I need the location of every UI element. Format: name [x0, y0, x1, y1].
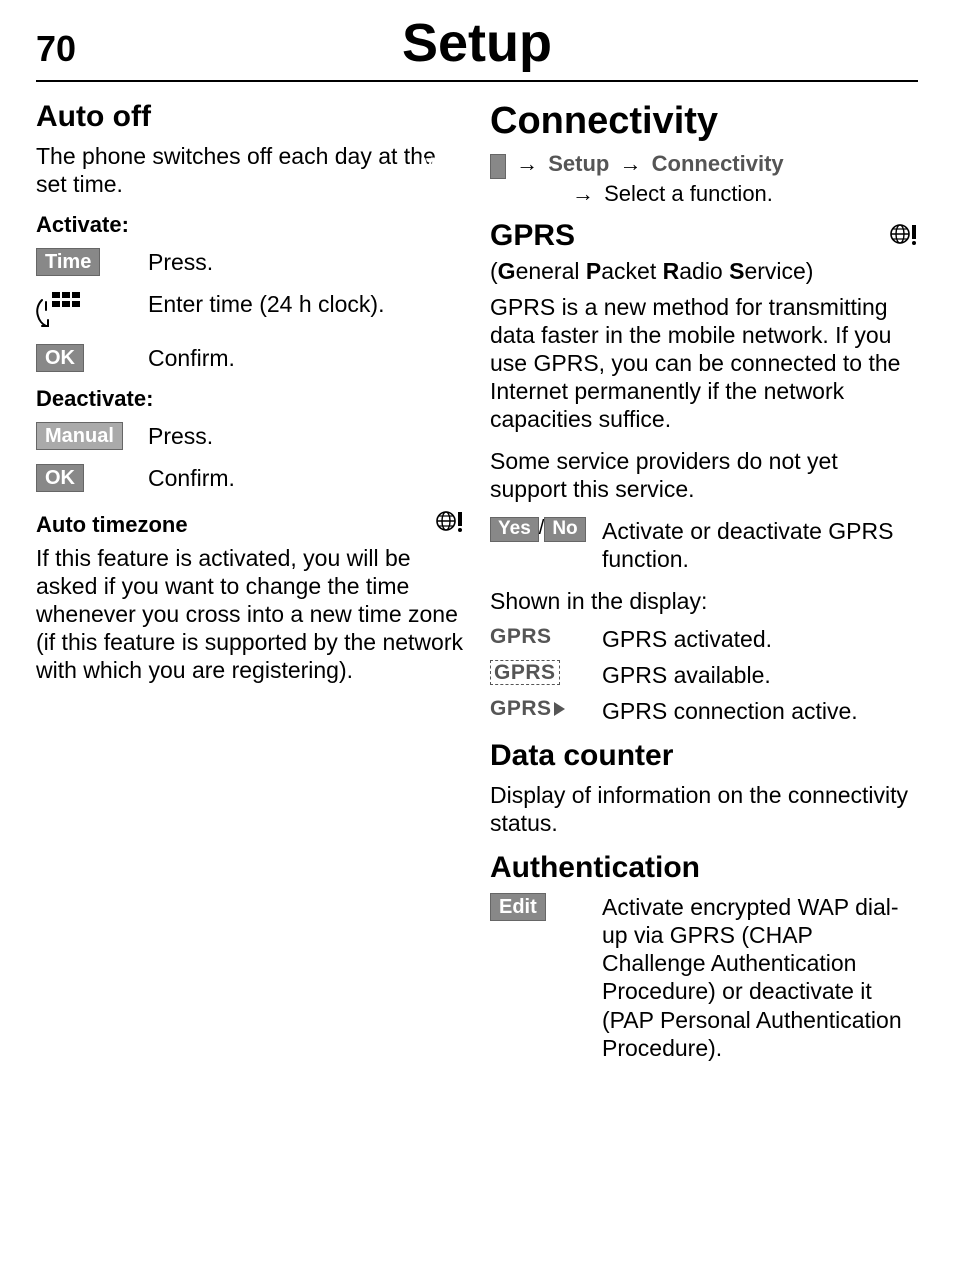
arrow-icon: →	[516, 151, 538, 176]
manual-row: Manual Press.	[36, 422, 464, 450]
gprs-rest1: eneral	[516, 258, 586, 284]
auto-off-desc: The phone switches off each day at the s…	[36, 142, 464, 198]
gprs-desc2: Some service providers do not yet suppor…	[490, 447, 918, 503]
gprs-heading: GPRS	[490, 219, 575, 253]
gprs-heading-row: GPRS	[490, 219, 918, 257]
manual-val: Press.	[148, 422, 464, 450]
keypad-icon	[36, 290, 148, 330]
ok2-key: OK	[36, 464, 148, 492]
edit-softkey: Edit	[490, 893, 546, 921]
arrow-icon: →	[572, 181, 594, 206]
auto-off-heading: Auto off	[36, 100, 464, 134]
gprs-rest2: acket	[601, 258, 662, 284]
paren-open: (	[490, 258, 498, 284]
ok-key: OK	[36, 344, 148, 372]
ok-row: OK Confirm.	[36, 344, 464, 372]
time-softkey: Time	[36, 248, 100, 276]
gprs-g: G	[498, 258, 516, 284]
yesno-key: Yes/No	[490, 517, 602, 542]
ok2-val: Confirm.	[148, 464, 464, 492]
right-column: Connectivity Menu → Setup → Connectivity…	[490, 100, 918, 1076]
gprs-expansion: (General Packet Radio Service)	[490, 257, 918, 285]
yes-softkey: Yes	[490, 517, 539, 542]
no-softkey: No	[544, 517, 585, 542]
ok2-softkey: OK	[36, 464, 84, 492]
play-icon	[554, 702, 565, 716]
page-header: 70 Setup	[36, 12, 918, 82]
gprs-activated-row: GPRS GPRS activated.	[490, 625, 918, 653]
gprs-active-row: GPRS GPRS connection active.	[490, 697, 918, 725]
edit-val: Activate encrypted WAP dial-up via GPRS …	[602, 893, 918, 1061]
nav-connectivity: Connectivity	[652, 151, 784, 176]
auto-tz-heading-row: Auto timezone	[36, 506, 464, 540]
gprs-r: R	[663, 258, 680, 284]
ok-val: Confirm.	[148, 344, 464, 372]
yesno-row: Yes/No Activate or deactivate GPRS funct…	[490, 517, 918, 573]
gprs-rest3: adio	[679, 258, 729, 284]
auto-tz-desc: If this feature is activated, you will b…	[36, 544, 464, 684]
activate-label: Activate:	[36, 212, 464, 238]
edit-key: Edit	[490, 893, 602, 921]
gprs-active-val: GPRS connection active.	[602, 697, 918, 725]
network-icon	[890, 223, 918, 251]
manual-softkey: Manual	[36, 422, 123, 450]
gprs-token-dashed: GPRS	[490, 660, 560, 685]
ok-softkey: OK	[36, 344, 84, 372]
page-title: Setup	[36, 12, 918, 74]
connectivity-heading: Connectivity	[490, 100, 918, 143]
menu-softkey: Menu	[490, 154, 506, 179]
time-val: Press.	[148, 248, 464, 276]
gprs-rest4: ervice)	[744, 258, 813, 284]
manual-key: Manual	[36, 422, 148, 450]
nav-select: Select a function.	[604, 181, 773, 206]
arrow-icon: →	[620, 151, 642, 176]
auto-tz-heading: Auto timezone	[36, 512, 188, 538]
yesno-val: Activate or deactivate GPRS function.	[602, 517, 918, 573]
auth-edit-row: Edit Activate encrypted WAP dial-up via …	[490, 893, 918, 1061]
left-column: Auto off The phone switches off each day…	[36, 100, 464, 1076]
gprs-available-row: GPRS GPRS available.	[490, 661, 918, 689]
gprs-activated-key: GPRS	[490, 625, 602, 649]
keypad-val: Enter time (24 h clock).	[148, 290, 464, 318]
network-icon	[436, 510, 464, 538]
deactivate-label: Deactivate:	[36, 386, 464, 412]
gprs-token-solid: GPRS	[490, 625, 552, 648]
time-key: Time	[36, 248, 148, 276]
gprs-desc1: GPRS is a new method for transmitting da…	[490, 293, 918, 433]
data-counter-heading: Data counter	[490, 739, 918, 773]
gprs-available-val: GPRS available.	[602, 661, 918, 689]
gprs-p: P	[586, 258, 601, 284]
time-row: Time Press.	[36, 248, 464, 276]
shown-label: Shown in the display:	[490, 587, 918, 615]
nav-path: Menu → Setup → Connectivity → Select a f…	[490, 149, 918, 209]
keypad-row: Enter time (24 h clock).	[36, 290, 464, 330]
ok2-row: OK Confirm.	[36, 464, 464, 492]
gprs-token-arrow: GPRS	[490, 697, 552, 720]
data-counter-desc: Display of information on the connectivi…	[490, 781, 918, 837]
content-columns: Auto off The phone switches off each day…	[36, 100, 918, 1076]
gprs-available-key: GPRS	[490, 661, 602, 685]
gprs-activated-val: GPRS activated.	[602, 625, 918, 653]
nav-setup: Setup	[548, 151, 609, 176]
gprs-active-key: GPRS	[490, 697, 602, 721]
auth-heading: Authentication	[490, 851, 918, 885]
gprs-s: S	[729, 258, 744, 284]
